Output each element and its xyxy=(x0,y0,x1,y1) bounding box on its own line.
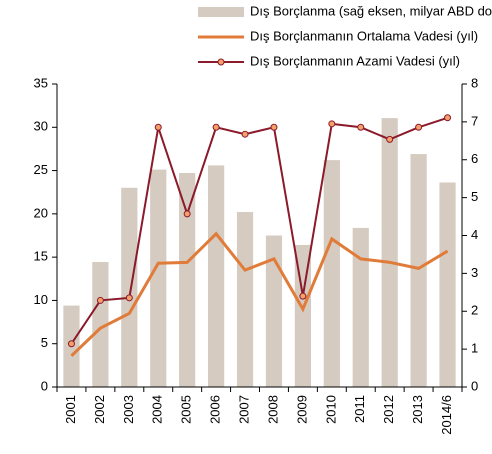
legend-label: Dış Borçlanma (sağ eksen, milyar ABD dol… xyxy=(250,3,492,18)
bar xyxy=(265,235,283,387)
y2-tick-label: 4 xyxy=(471,227,478,242)
y2-tick-label: 0 xyxy=(471,378,478,393)
x-tick-label: 2003 xyxy=(121,395,136,424)
x-tick-label: 2012 xyxy=(381,395,396,424)
x-tick-label: 2014/6 xyxy=(439,395,454,435)
bar xyxy=(381,118,398,388)
bar xyxy=(92,262,109,387)
bar xyxy=(439,182,456,387)
y2-tick-label: 5 xyxy=(471,189,478,204)
x-tick-label: 2013 xyxy=(410,395,425,424)
x-tick-label: 2009 xyxy=(294,395,309,424)
y2-tick-label: 7 xyxy=(471,113,478,128)
line-marker xyxy=(386,135,394,143)
x-tick-label: 2004 xyxy=(150,395,165,424)
legend-marker xyxy=(217,58,225,66)
bar xyxy=(352,227,369,387)
y-tick-label: 5 xyxy=(41,335,48,350)
y-tick-label: 30 xyxy=(34,119,48,134)
bar xyxy=(323,160,340,387)
x-tick-label: 2007 xyxy=(236,395,251,424)
legend-swatch xyxy=(198,7,244,17)
line-marker xyxy=(270,123,278,131)
x-tick-label: 2005 xyxy=(179,395,194,424)
y-tick-label: 10 xyxy=(34,292,48,307)
line-marker xyxy=(444,114,452,122)
x-tick-label: 2011 xyxy=(352,395,367,423)
line-marker xyxy=(96,296,104,304)
bar xyxy=(208,165,225,387)
y-tick-label: 35 xyxy=(34,75,48,90)
bar xyxy=(410,154,427,387)
y-tick-label: 15 xyxy=(34,249,48,264)
x-tick-label: 2006 xyxy=(208,395,223,424)
y-tick-label: 20 xyxy=(34,205,48,220)
y-tick-label: 0 xyxy=(41,378,48,393)
x-tick-label: 2010 xyxy=(323,395,338,424)
line xyxy=(70,116,448,345)
line-marker xyxy=(357,123,365,131)
y2-tick-label: 6 xyxy=(471,151,478,166)
x-tick-label: 2002 xyxy=(92,395,107,424)
line-marker xyxy=(299,292,307,300)
line-marker xyxy=(212,123,220,131)
bar xyxy=(150,169,167,387)
line-marker xyxy=(125,294,133,302)
bar xyxy=(179,173,196,387)
legend-label: Dış Borçlanmanın Azami Vadesi (yıl) xyxy=(250,53,460,68)
y2-tick-label: 3 xyxy=(471,265,478,280)
line-marker xyxy=(154,123,162,131)
y2-tick-label: 2 xyxy=(471,303,478,318)
y2-tick-label: 1 xyxy=(471,341,478,356)
line-marker xyxy=(328,120,336,128)
line xyxy=(70,231,449,357)
y2-tick-label: 8 xyxy=(471,75,478,90)
line-marker xyxy=(67,340,75,348)
legend-label: Dış Borçlanmanın Ortalama Vadesi (yıl) xyxy=(250,28,478,43)
line-marker xyxy=(241,130,249,138)
x-tick-label: 2001 xyxy=(63,395,78,424)
bar xyxy=(294,244,311,387)
line-marker xyxy=(183,210,191,218)
x-tick-label: 2008 xyxy=(265,395,280,424)
line-marker xyxy=(415,123,423,131)
bar xyxy=(121,187,138,387)
y-tick-label: 25 xyxy=(34,162,48,177)
bar xyxy=(236,212,254,387)
